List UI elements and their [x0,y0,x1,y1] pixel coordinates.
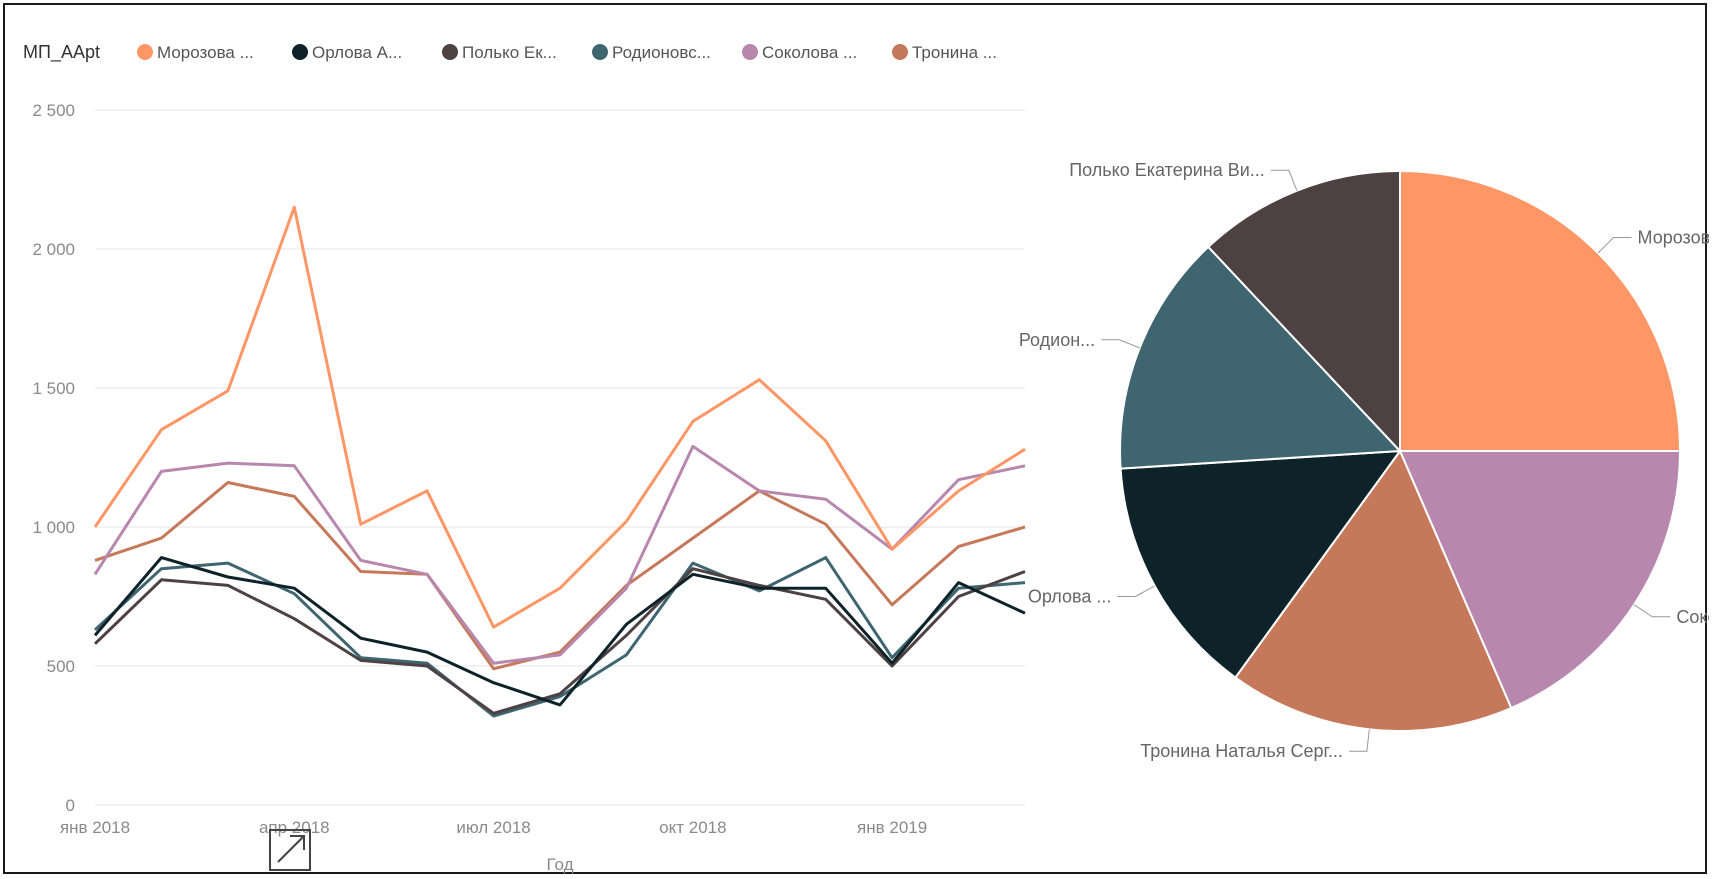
line-chart-legend[interactable]: МП_AApt Морозова ... Орлова А... Полько Ек… [23,42,997,63]
legend-item[interactable]: Морозова ... [137,43,254,62]
pie-leader-line [1117,585,1155,597]
report-visuals: МП_AApt Морозова ... Орлова А... Полько Ек… [23,42,1709,874]
pie-slice-label: Орлова ... [1028,587,1112,607]
report-canvas: МП_AApt Морозова ... Орлова А... Полько Ек… [3,3,1709,874]
line-series[interactable] [93,444,1026,665]
x-axis-ticks: янв 2018 апр 2018 июл 2018 окт 2018 янв 2019 [60,818,927,837]
y-tick-label: 2 000 [32,240,75,259]
line-series[interactable] [93,556,1026,707]
legend-label: Полько Ек... [462,43,557,62]
legend-item[interactable]: Соколова ... [742,43,857,62]
x-tick-label: июл 2018 [456,818,530,837]
pie-leader-line [1270,169,1298,191]
legend-label: Тронина ... [912,43,997,62]
pie-slice-label: Морозова Кристи... [1638,228,1710,248]
legend-label: Соколова ... [762,43,857,62]
y-gridlines [95,109,1025,806]
legend-marker [592,44,608,60]
pie-leader-line [1633,604,1671,618]
legend-item[interactable]: Орлова А... [292,43,402,62]
x-tick-label: янв 2019 [857,818,927,837]
x-tick-label: апр 2018 [259,818,330,837]
pie-leader-line [1348,729,1370,752]
line-series[interactable] [93,205,1026,629]
pie-slice-label: Соколова ... [1676,607,1709,627]
legend-label: Родионовс... [612,43,711,62]
x-axis-title: Год [546,855,573,874]
pie-slice-label: Тронина Наталья Серг... [1140,741,1343,761]
legend-marker [892,44,908,60]
pie-slice[interactable] [1234,448,1513,732]
pie-slice[interactable] [1119,449,1403,679]
pie-leader-line [1101,339,1140,349]
pie-slice-label: Родион... [1019,330,1095,350]
x-tick-label: окт 2018 [659,818,726,837]
focus-mode-icon-arrow [277,835,305,863]
focus-mode-icon-arrowhead [290,835,305,850]
legend-item[interactable]: Тронина ... [892,43,997,62]
y-tick-label: 1 500 [32,379,75,398]
pie-slice-label: Полько Екатерина Ви... [1069,160,1265,180]
focus-mode-icon-frame [269,829,311,871]
pie-slices[interactable] [1119,169,1682,732]
pie-leader-line [1597,237,1632,254]
line-series[interactable] [93,556,1026,718]
legend-label: Орлова А... [312,43,402,62]
pie-chart[interactable]: Морозова Кристи... Соколова ... Тронина На… [1019,160,1709,761]
y-tick-label: 1 000 [32,518,75,537]
y-tick-label: 0 [66,796,75,815]
line-series-group[interactable] [93,205,1026,718]
pie-labels: Морозова Кристи... Соколова ... Тронина На… [1019,160,1709,761]
y-axis-ticks: 0 500 1 000 1 500 2 000 2 500 [32,101,75,815]
focus-mode-icon[interactable] [269,829,311,871]
y-tick-label: 500 [47,657,75,676]
legend-marker [292,44,308,60]
line-series[interactable] [93,567,1026,715]
legend-item[interactable]: Родионовс... [592,43,711,62]
legend-label: Морозова ... [157,43,254,62]
pie-slice[interactable] [1399,169,1682,452]
line-chart[interactable]: МП_AApt Морозова ... Орлова А... Полько Ек… [23,42,1026,874]
legend-item[interactable]: Полько Ек... [442,43,557,62]
legend-marker [137,44,153,60]
legend-marker [742,44,758,60]
line-series[interactable] [94,481,1026,671]
y-tick-label: 2 500 [32,101,75,120]
legend-marker [442,44,458,60]
legend-title: МП_AApt [23,42,100,63]
x-tick-label: янв 2018 [60,818,130,837]
